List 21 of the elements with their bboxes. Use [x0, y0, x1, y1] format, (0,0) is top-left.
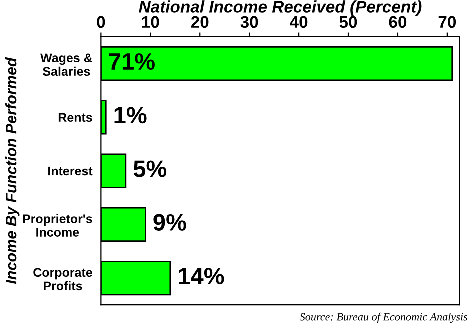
data-label: 71% — [109, 53, 155, 70]
data-label: 9% — [154, 214, 186, 231]
y-tick-label: Interest — [48, 166, 93, 176]
data-label: 5% — [134, 160, 167, 178]
data-label: 1% — [114, 107, 147, 124]
data-label: 14% — [179, 268, 224, 285]
x-tick-label: 0 — [97, 16, 106, 28]
x-tick-label: 70 — [438, 16, 456, 28]
y-tick-label: Rents — [58, 113, 92, 122]
y-tick-label: Corporate Profits — [34, 268, 92, 291]
x-tick-label: 40 — [290, 16, 308, 28]
y-tick-label: Wages & Salaries — [40, 54, 92, 76]
chart-title: National Income Received (Percent) — [139, 0, 422, 16]
x-tick-label: 60 — [389, 16, 407, 28]
y-tick-label: Proprietor's Income — [23, 214, 92, 237]
x-tick-label: 20 — [191, 16, 209, 28]
x-tick-label: 30 — [240, 16, 258, 28]
source-note: Source: Bureau of Economic Analysis — [300, 312, 468, 324]
y-axis-title: Income By Function Performed — [5, 57, 20, 284]
x-tick-label: 50 — [340, 16, 358, 28]
x-tick-label: 10 — [142, 16, 160, 28]
